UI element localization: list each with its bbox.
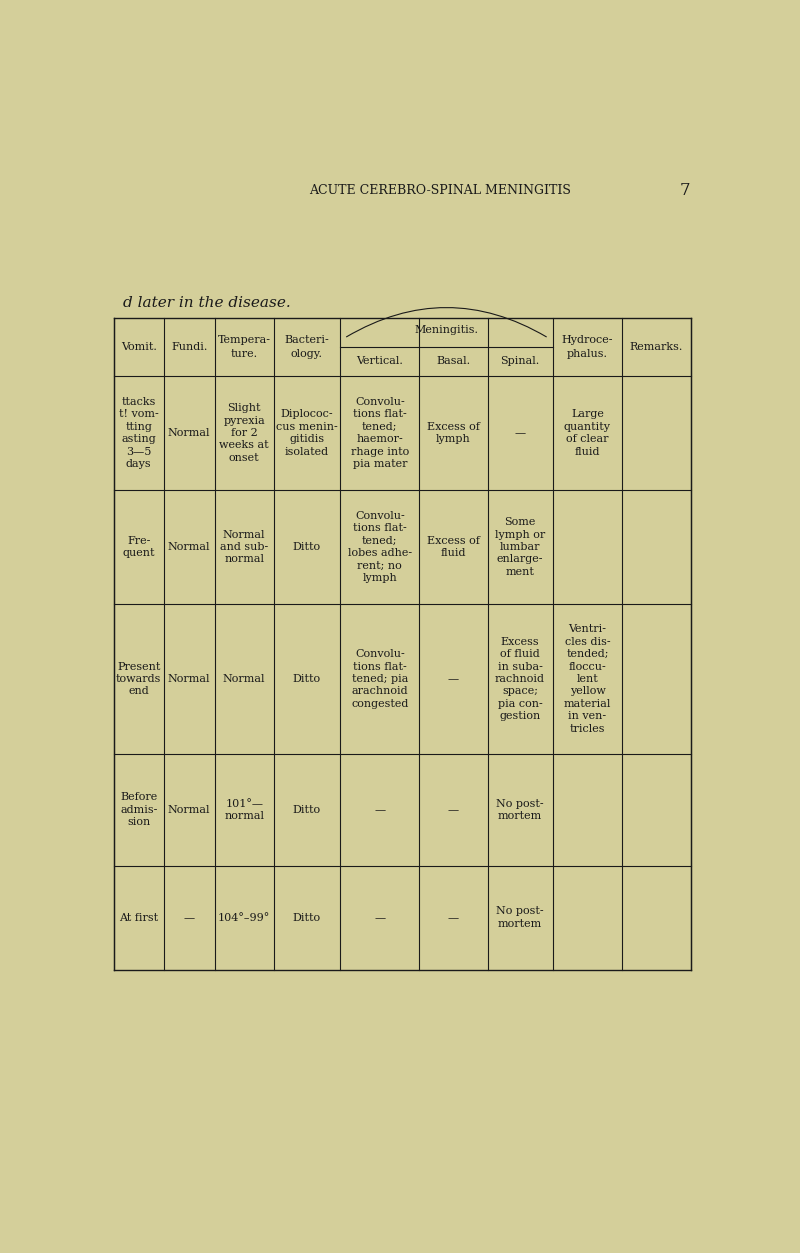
Text: d later in the disease.: d later in the disease. <box>123 296 291 309</box>
Text: No post-
mortem: No post- mortem <box>496 798 544 821</box>
Text: Large
quantity
of clear
fluid: Large quantity of clear fluid <box>564 410 611 456</box>
Text: Convolu-
tions flat-
tened;
lobes adhe-
rent; no
lymph: Convolu- tions flat- tened; lobes adhe- … <box>348 511 412 583</box>
Text: Excess of
fluid: Excess of fluid <box>427 536 480 558</box>
Text: Hydroce-
phalus.: Hydroce- phalus. <box>562 336 614 358</box>
Text: Normal: Normal <box>223 674 266 684</box>
Text: Some
lymph or
lumbar
enlarge-
ment: Some lymph or lumbar enlarge- ment <box>495 517 545 576</box>
Text: Ditto: Ditto <box>293 912 321 922</box>
Text: Normal: Normal <box>168 804 210 814</box>
Text: Convolu-
tions flat-
tened;
haemor-
rhage into
pia mater: Convolu- tions flat- tened; haemor- rhag… <box>350 397 409 469</box>
Text: ACUTE CEREBRO-SPINAL MENINGITIS: ACUTE CEREBRO-SPINAL MENINGITIS <box>310 184 571 197</box>
Text: Vertical.: Vertical. <box>356 356 403 366</box>
Text: Basal.: Basal. <box>436 356 470 366</box>
Text: Normal: Normal <box>168 541 210 551</box>
Text: Ditto: Ditto <box>293 804 321 814</box>
Text: Convolu-
tions flat-
tened; pia
arachnoid
congested: Convolu- tions flat- tened; pia arachnoi… <box>351 649 409 709</box>
Text: Meningitis.: Meningitis. <box>414 325 478 335</box>
Text: Bacteri-
ology.: Bacteri- ology. <box>285 336 330 358</box>
Text: —: — <box>374 912 386 922</box>
Text: —: — <box>374 804 386 814</box>
Text: Tempera-
ture.: Tempera- ture. <box>218 336 270 358</box>
Text: Fre-
quent: Fre- quent <box>122 536 155 558</box>
Text: Spinal.: Spinal. <box>501 356 540 366</box>
Text: 104°–99°: 104°–99° <box>218 912 270 922</box>
Text: Fundi.: Fundi. <box>171 342 207 352</box>
Text: At first: At first <box>119 912 158 922</box>
Text: Normal: Normal <box>168 429 210 439</box>
Text: Slight
pyrexia
for 2
weeks at
onset: Slight pyrexia for 2 weeks at onset <box>219 403 269 462</box>
Text: —: — <box>514 429 526 439</box>
Text: Excess of
lymph: Excess of lymph <box>427 422 480 444</box>
Text: Ditto: Ditto <box>293 674 321 684</box>
Text: Excess
of fluid
in suba-
rachnoid
space;
pia con-
gestion: Excess of fluid in suba- rachnoid space;… <box>495 637 545 722</box>
Text: —: — <box>448 804 459 814</box>
Text: Vomit.: Vomit. <box>121 342 157 352</box>
Text: Normal
and sub-
normal: Normal and sub- normal <box>220 530 268 564</box>
Text: —: — <box>183 912 194 922</box>
Text: Diplococ-
cus menin-
gitidis
isolated: Diplococ- cus menin- gitidis isolated <box>276 410 338 456</box>
Text: Present
towards
end: Present towards end <box>116 662 162 697</box>
Text: Ditto: Ditto <box>293 541 321 551</box>
Text: No post-
mortem: No post- mortem <box>496 906 544 928</box>
Text: —: — <box>448 912 459 922</box>
Text: Remarks.: Remarks. <box>630 342 683 352</box>
Text: —: — <box>448 674 459 684</box>
Text: Ventri-
cles dis-
tended;
floccu-
lent
yellow
material
in ven-
tricles: Ventri- cles dis- tended; floccu- lent y… <box>564 624 611 733</box>
Text: Normal: Normal <box>168 674 210 684</box>
Text: Before
admis-
sion: Before admis- sion <box>120 792 158 827</box>
Text: 101°—
normal: 101°— normal <box>224 798 264 821</box>
Text: 7: 7 <box>680 182 690 199</box>
Text: ttacks
t! vom-
tting
asting
3—5
days: ttacks t! vom- tting asting 3—5 days <box>119 397 158 469</box>
